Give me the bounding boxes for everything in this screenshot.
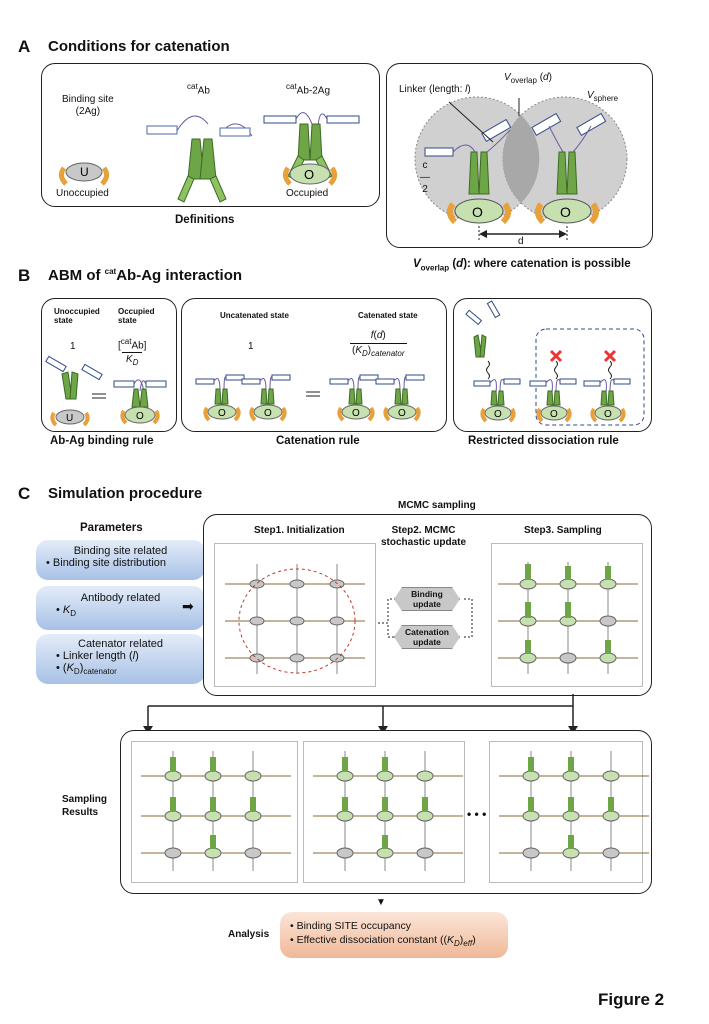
param-binding-site: Binding site related • Binding site dist…	[36, 540, 205, 580]
mcmc-panel: Step1. Initialization Step2. MCMC stocha…	[203, 514, 652, 696]
svg-text:O: O	[560, 204, 571, 220]
catab2ag-label: catAb-2Ag	[286, 82, 331, 97]
sampling-results-panel: • • •	[120, 730, 652, 894]
binding-update-badge: Binding update	[394, 587, 460, 611]
occupied-state-label: Occupied state	[118, 307, 155, 325]
dissociation-rule-caption: Restricted dissociation rule	[468, 435, 619, 447]
binding-rule-panel: Unoccupied state Occupied state 1 [catAb…	[41, 298, 177, 432]
linker-label: Linker (length: l)	[399, 84, 471, 95]
o-letter: O	[304, 167, 314, 182]
svg-text:O: O	[218, 408, 226, 419]
analysis-item-1: • Binding SITE occupancy	[290, 920, 411, 932]
section-a-title: Conditions for catenation	[48, 38, 230, 55]
catenated-weight: f(d) (KD)catenator	[350, 329, 407, 361]
overlap-panel: O O Linker (length: l) Voverlap (d) Vsph…	[386, 63, 653, 248]
svg-text:O: O	[136, 411, 144, 422]
dissociation-rule-panel: O	[453, 298, 652, 432]
analysis-box: • Binding SITE occupancy • Effective dis…	[280, 912, 508, 958]
step3-label: Step3. Sampling	[524, 525, 602, 536]
catenated-state-label: Catenated state	[358, 311, 418, 320]
svg-text:O: O	[472, 204, 483, 220]
definitions-caption: Definitions	[175, 214, 235, 226]
u-letter: U	[80, 165, 89, 179]
step3-grid	[498, 562, 638, 674]
sampling-ellipsis: • • •	[467, 807, 487, 821]
occupied-label: Occupied	[286, 188, 329, 199]
section-c-title: Simulation procedure	[48, 485, 203, 502]
param-catenator: Catenator related • Linker length (l) • …	[36, 634, 205, 684]
section-b-title: ABM of catAb-Ag interaction	[48, 267, 243, 284]
section-c-letter: C	[18, 484, 31, 503]
step3-frame	[491, 543, 643, 687]
step1-grid	[225, 564, 365, 674]
update-loop-arrows	[378, 598, 473, 638]
param-antibody-item: • KD	[56, 604, 77, 619]
analysis-item-2: • Effective dissociation constant ((KD)e…	[290, 934, 476, 949]
step1-label: Step1. Initialization	[254, 525, 345, 536]
dissociation-rule-illustration: O	[465, 300, 645, 426]
param-catenator-title: Catenator related	[78, 638, 163, 650]
svg-text:O: O	[494, 409, 502, 420]
param-binding-site-item: • Binding site distribution	[46, 557, 167, 569]
section-b-letter: B	[18, 266, 31, 285]
catenation-update-badge: Catenation update	[394, 625, 460, 649]
unoccupied-weight: 1	[70, 341, 76, 352]
section-a-letter: A	[18, 37, 31, 56]
param-antibody-title: Antibody related	[80, 592, 161, 604]
param-binding-site-title: Binding site related	[73, 545, 168, 557]
unoccupied-state-label: Unoccupied state	[54, 307, 100, 325]
mcmc-label: MCMC sampling	[398, 500, 476, 511]
binding-site-label: Binding site (2Ag)	[62, 94, 114, 117]
param-catenator-item1: • Linker length (l)	[56, 650, 139, 662]
sampling-results-label: Sampling Results	[62, 794, 108, 818]
arrow-to-analysis: ▼	[376, 897, 386, 908]
catab-label: catAb	[187, 82, 210, 97]
uncatenated-weight: 1	[248, 341, 254, 352]
definitions-illustration: U O	[58, 112, 360, 203]
unoccupied-label: Unoccupied	[56, 188, 109, 199]
svg-text:U: U	[66, 413, 73, 424]
param-catenator-item2: • (KD)catenator	[56, 662, 117, 677]
arrow-params-to-mcmc: ➡	[182, 598, 194, 614]
figure-label: Figure 2	[598, 990, 665, 1009]
voverlap-label: Voverlap (d)	[504, 72, 552, 85]
binding-rule-caption: Ab-Ag binding rule	[50, 435, 154, 447]
binding-rule-illustration: U O	[45, 355, 167, 427]
definitions-panel: Binding site (2Ag) catAb catAb-2Ag U O U…	[41, 63, 380, 207]
occupied-weight: [catAb] KD	[118, 337, 147, 368]
step1-frame	[214, 543, 376, 687]
catenation-rule-caption: Catenation rule	[276, 435, 360, 447]
d-label: d	[518, 236, 524, 247]
analysis-label: Analysis	[228, 929, 270, 940]
step2-label: Step2. MCMC stochastic update	[381, 525, 467, 548]
vsphere-label: Vsphere	[587, 90, 619, 103]
parameters-label: Parameters	[80, 522, 143, 534]
sample-grids	[141, 750, 650, 872]
overlap-caption: Voverlap (d): where catenation is possib…	[413, 258, 631, 273]
param-antibody: Antibody related • KD	[36, 586, 205, 630]
catenation-rule-illustration: O	[195, 373, 426, 422]
c-over-2-label: c —2	[420, 160, 430, 195]
catenation-rule-panel: Uncatenated state Catenated state 1 f(d)…	[181, 298, 447, 432]
uncatenated-state-label: Uncatenated state	[220, 311, 289, 320]
overlap-illustration: O O	[414, 96, 628, 242]
